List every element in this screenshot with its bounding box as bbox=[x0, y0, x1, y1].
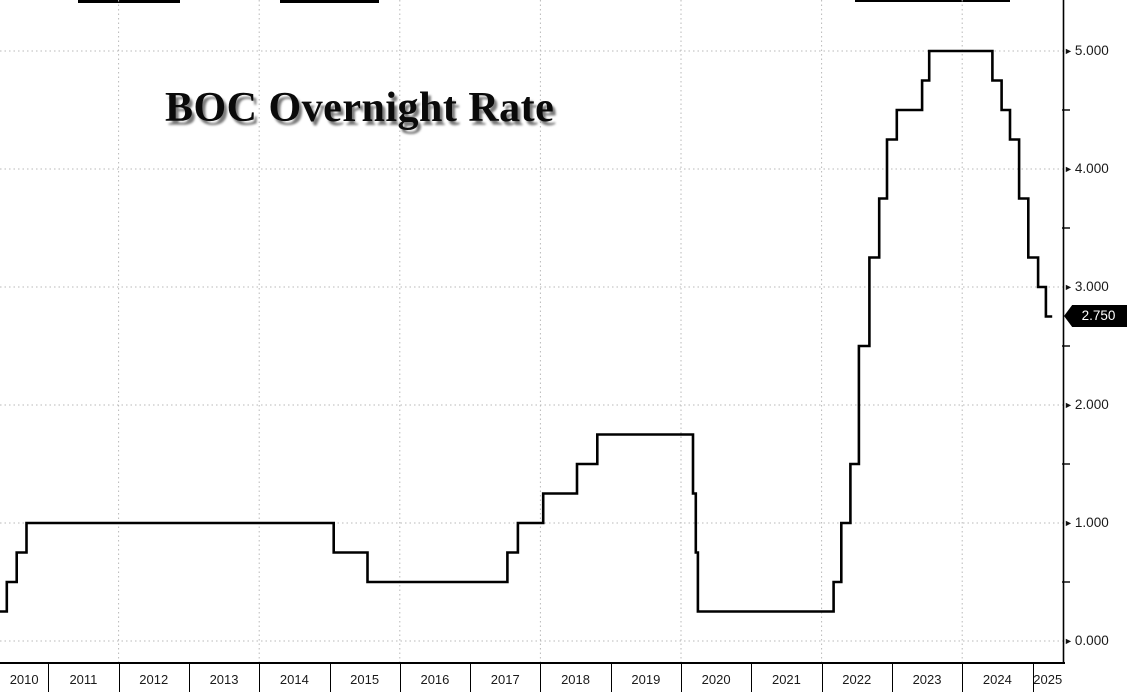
tick-arrow-icon: ► bbox=[1064, 282, 1073, 292]
x-axis-year-tick bbox=[189, 664, 190, 692]
x-axis-year-label: 2025 bbox=[1033, 672, 1063, 687]
x-axis-year-tick bbox=[259, 664, 260, 692]
y-axis-tick: ► 5.000 bbox=[1064, 42, 1109, 60]
y-axis-tick-label: 3.000 bbox=[1074, 279, 1109, 294]
last-price-badge: 2.750 bbox=[1064, 305, 1127, 327]
y-axis-tick-label: 0.000 bbox=[1074, 633, 1109, 648]
x-axis-year-label: 2023 bbox=[912, 672, 942, 687]
top-toolbar-remnant bbox=[855, 0, 1010, 2]
y-axis-tick: ► 3.000 bbox=[1064, 278, 1109, 296]
x-axis-year-tick bbox=[681, 664, 682, 692]
x-axis-year-tick bbox=[892, 664, 893, 692]
x-axis-year-label: 2019 bbox=[631, 672, 661, 687]
x-axis-year-label: 2011 bbox=[69, 672, 98, 687]
x-axis-year-label: 2010 bbox=[9, 672, 39, 687]
x-axis-year-tick bbox=[962, 664, 963, 692]
x-axis-year-tick bbox=[751, 664, 752, 692]
x-axis-year-tick bbox=[540, 664, 541, 692]
x-axis-year-label: 2024 bbox=[982, 672, 1012, 687]
y-axis-tick: ► 4.000 bbox=[1064, 160, 1109, 178]
x-axis-year-tick bbox=[48, 664, 49, 692]
x-axis-year-label: 2017 bbox=[490, 672, 520, 687]
y-axis-tick-label: 4.000 bbox=[1074, 161, 1109, 176]
x-axis-year-label: 2014 bbox=[279, 672, 309, 687]
x-axis-year-label: 2016 bbox=[420, 672, 450, 687]
tick-arrow-icon: ► bbox=[1064, 46, 1073, 56]
tick-arrow-icon: ► bbox=[1064, 636, 1073, 646]
x-axis-year-tick bbox=[822, 664, 823, 692]
x-axis-year-label: 2020 bbox=[701, 672, 731, 687]
tick-arrow-icon: ► bbox=[1064, 518, 1073, 528]
last-price-label: 2.750 bbox=[1081, 308, 1116, 323]
x-axis-year-tick bbox=[611, 664, 612, 692]
tick-arrow-icon: ► bbox=[1064, 164, 1073, 174]
x-axis-year-label: 2015 bbox=[350, 672, 380, 687]
rate-step-line bbox=[0, 49, 1053, 613]
x-axis-year-tick bbox=[1033, 664, 1034, 692]
y-axis-tick: ► 2.000 bbox=[1064, 396, 1109, 414]
x-axis-year-label: 2022 bbox=[842, 672, 872, 687]
x-axis-year-tick bbox=[119, 664, 120, 692]
y-axis-tick-label: 5.000 bbox=[1074, 43, 1109, 58]
x-axis-year-label: 2012 bbox=[139, 672, 169, 687]
tick-arrow-icon: ► bbox=[1064, 400, 1073, 410]
y-axis-tick: ► 1.000 bbox=[1064, 514, 1109, 532]
x-axis-year-tick bbox=[470, 664, 471, 692]
x-axis-year-label: 2018 bbox=[561, 672, 590, 687]
y-axis-tick-label: 2.000 bbox=[1074, 397, 1109, 412]
x-axis-year-label: 2021 bbox=[771, 672, 801, 687]
x-axis-year-tick bbox=[330, 664, 331, 692]
top-toolbar-remnant bbox=[280, 0, 379, 3]
x-axis-year-tick bbox=[400, 664, 401, 692]
x-axis-year-label: 2013 bbox=[209, 672, 239, 687]
y-axis-tick-label: 1.000 bbox=[1074, 515, 1109, 530]
chart-title: BOC Overnight Rate bbox=[165, 85, 555, 131]
y-axis-tick: ► 0.000 bbox=[1064, 632, 1109, 650]
top-toolbar-remnant bbox=[78, 0, 180, 3]
